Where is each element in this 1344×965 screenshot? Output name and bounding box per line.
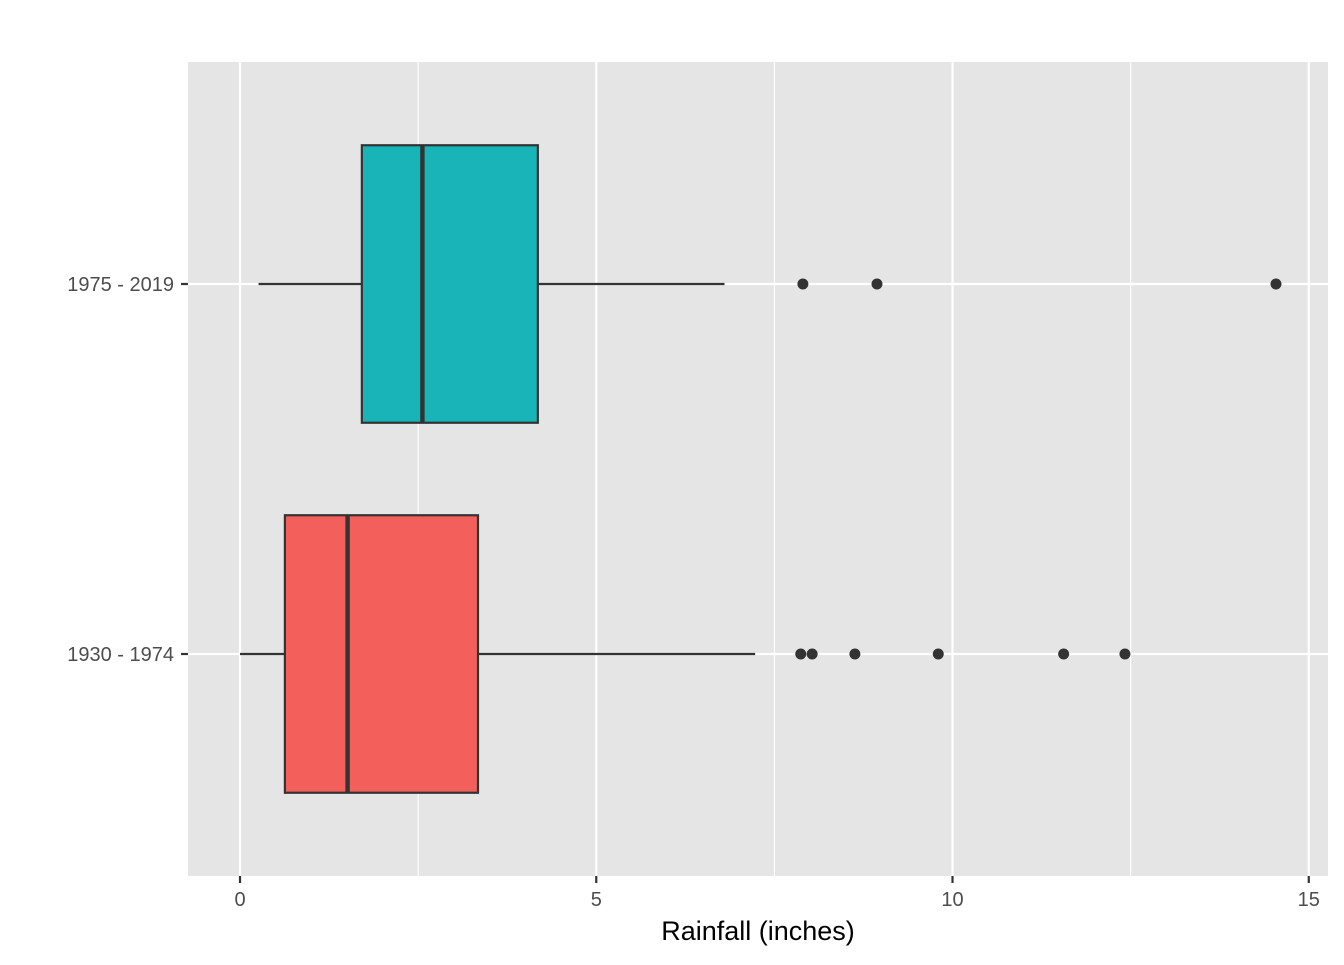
x-tick-label: 15: [1298, 889, 1320, 911]
outlier-point: [1058, 648, 1070, 660]
x-tick-label: 10: [941, 889, 963, 911]
box-iqr: [360, 144, 539, 424]
box-marks: [240, 144, 1282, 794]
outlier-point: [849, 648, 861, 660]
outlier-point: [871, 278, 883, 290]
x-tick-label: 5: [591, 889, 602, 911]
y-tick-label: 1975 - 2019: [67, 274, 174, 296]
axes: 0 5 10 15 1930 - 1974 1975 - 2019: [67, 274, 1320, 911]
outlier-point: [795, 648, 807, 660]
outlier-point: [806, 648, 818, 660]
x-tick-label: 0: [234, 889, 245, 911]
box-iqr: [283, 514, 480, 794]
outlier-point: [797, 278, 809, 290]
y-tick-label: 1930 - 1974: [67, 644, 174, 666]
outlier-point: [932, 648, 944, 660]
outlier-point: [1119, 648, 1131, 660]
x-axis-title: Rainfall (inches): [661, 916, 855, 946]
outlier-point: [1270, 278, 1282, 290]
